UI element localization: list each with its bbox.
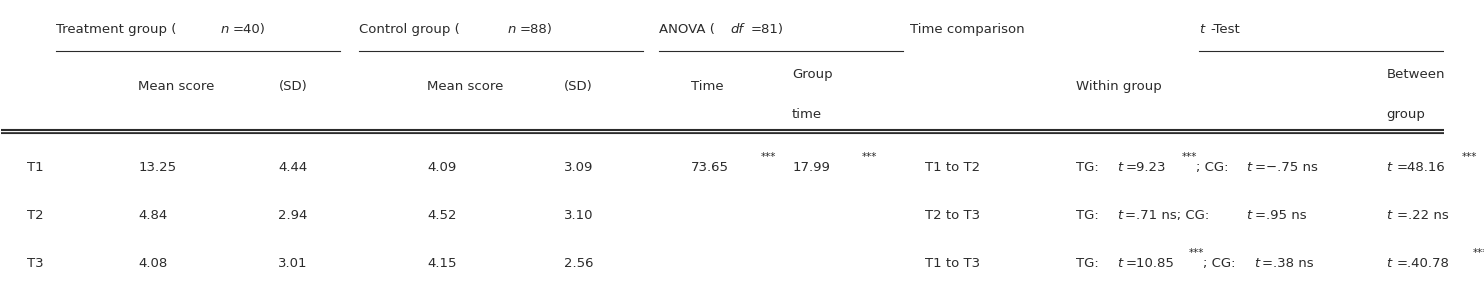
Text: 73.65: 73.65 xyxy=(692,161,729,174)
Text: 4.15: 4.15 xyxy=(427,257,457,270)
Text: ***: *** xyxy=(1462,152,1477,162)
Text: t: t xyxy=(1254,257,1258,270)
Text: t: t xyxy=(1247,161,1252,174)
Text: ; CG:: ; CG: xyxy=(1204,257,1241,270)
Text: T1 to T3: T1 to T3 xyxy=(925,257,979,270)
Text: T2: T2 xyxy=(27,209,45,222)
Text: TG:: TG: xyxy=(1076,257,1103,270)
Text: Time comparison: Time comparison xyxy=(910,23,1025,36)
Text: t: t xyxy=(1386,161,1392,174)
Text: =−.75 ns: =−.75 ns xyxy=(1255,161,1318,174)
Text: Time: Time xyxy=(692,80,724,93)
Text: T1 to T2: T1 to T2 xyxy=(925,161,979,174)
Text: ***: *** xyxy=(1181,152,1198,162)
Text: 4.44: 4.44 xyxy=(279,161,307,174)
Text: Within group: Within group xyxy=(1076,80,1162,93)
Text: =.71 ns; CG:: =.71 ns; CG: xyxy=(1125,209,1214,222)
Text: t: t xyxy=(1116,209,1122,222)
Text: 17.99: 17.99 xyxy=(792,161,830,174)
Text: =10.85: =10.85 xyxy=(1125,257,1174,270)
Text: -Test: -Test xyxy=(1211,23,1241,36)
Text: group: group xyxy=(1386,108,1426,121)
Text: Between: Between xyxy=(1386,68,1445,81)
Text: T2 to T3: T2 to T3 xyxy=(925,209,979,222)
Text: t: t xyxy=(1116,257,1122,270)
Text: ***: *** xyxy=(861,152,877,162)
Text: t: t xyxy=(1386,209,1392,222)
Text: =.22 ns: =.22 ns xyxy=(1396,209,1448,222)
Text: t: t xyxy=(1247,209,1252,222)
Text: 4.52: 4.52 xyxy=(427,209,457,222)
Text: ANOVA (: ANOVA ( xyxy=(659,23,715,36)
Text: Control group (: Control group ( xyxy=(359,23,460,36)
Text: df: df xyxy=(730,23,743,36)
Text: 3.10: 3.10 xyxy=(564,209,594,222)
Text: =9.23: =9.23 xyxy=(1125,161,1166,174)
Text: 13.25: 13.25 xyxy=(138,161,177,174)
Text: ***: *** xyxy=(1189,248,1204,258)
Text: t: t xyxy=(1199,23,1204,36)
Text: t: t xyxy=(1116,161,1122,174)
Text: n: n xyxy=(221,23,229,36)
Text: 2.94: 2.94 xyxy=(279,209,307,222)
Text: ; CG:: ; CG: xyxy=(1196,161,1233,174)
Text: =.40.78: =.40.78 xyxy=(1396,257,1450,270)
Text: ***: *** xyxy=(1474,248,1484,258)
Text: n: n xyxy=(508,23,516,36)
Text: Mean score: Mean score xyxy=(427,80,503,93)
Text: ***: *** xyxy=(760,152,776,162)
Text: 4.08: 4.08 xyxy=(138,257,168,270)
Text: =81): =81) xyxy=(751,23,784,36)
Text: Mean score: Mean score xyxy=(138,80,215,93)
Text: =48.16: =48.16 xyxy=(1396,161,1445,174)
Text: (SD): (SD) xyxy=(279,80,307,93)
Text: time: time xyxy=(792,108,822,121)
Text: TG:: TG: xyxy=(1076,209,1103,222)
Text: =.38 ns: =.38 ns xyxy=(1263,257,1313,270)
Text: 4.09: 4.09 xyxy=(427,161,456,174)
Text: 3.01: 3.01 xyxy=(279,257,307,270)
Text: 4.84: 4.84 xyxy=(138,209,168,222)
Text: (SD): (SD) xyxy=(564,80,592,93)
Text: Treatment group (: Treatment group ( xyxy=(56,23,177,36)
Text: Group: Group xyxy=(792,68,833,81)
Text: t: t xyxy=(1386,257,1392,270)
Text: T3: T3 xyxy=(27,257,45,270)
Text: =40): =40) xyxy=(232,23,266,36)
Text: T1: T1 xyxy=(27,161,45,174)
Text: 2.56: 2.56 xyxy=(564,257,594,270)
Text: TG:: TG: xyxy=(1076,161,1103,174)
Text: =88): =88) xyxy=(519,23,552,36)
Text: 3.09: 3.09 xyxy=(564,161,594,174)
Text: =.95 ns: =.95 ns xyxy=(1255,209,1307,222)
